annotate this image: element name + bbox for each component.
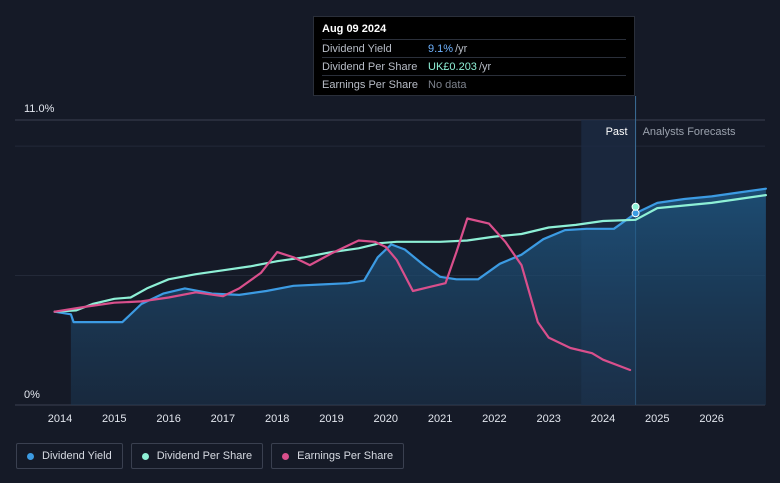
- markers: [631, 202, 640, 218]
- tooltip-date: Aug 09 2024: [322, 23, 387, 35]
- tooltip-value: UK£0.203: [428, 60, 477, 73]
- series-line-earnings-per-share: [53, 217, 632, 372]
- x-tick-label: 2026: [699, 413, 723, 425]
- marker-dividend-per-share: [631, 202, 640, 211]
- dividend-yield-area-fill: [70, 188, 766, 405]
- series-line-dividend-per-share: [53, 194, 767, 313]
- legend-dot-icon: [282, 452, 290, 460]
- tooltip-row-dividend-yield: Dividend Yield 9.1% /yr: [322, 39, 626, 57]
- tooltip-label: Dividend Yield: [322, 42, 392, 55]
- tooltip-unit: /yr: [455, 42, 468, 55]
- dividend-yield-area: [70, 188, 766, 405]
- tooltip-row-dividend-per-share: Dividend Per Share UK£0.203 /yr: [322, 57, 626, 75]
- legend-label: Earnings Per Share: [297, 450, 394, 462]
- x-tick-label: 2025: [645, 413, 669, 425]
- axis-labels: 11.0% 0% 2014 2015 2016 2017 2018 2019 2020 2021 2…: [24, 103, 736, 425]
- legend-label: Dividend Per Share: [156, 450, 253, 462]
- x-tick-label: 2024: [591, 413, 615, 425]
- x-tick-label: 2019: [319, 413, 343, 425]
- forecast-region-label: Analysts Forecasts: [643, 126, 736, 138]
- legend-item-dividend-yield[interactable]: Dividend Yield: [16, 443, 123, 469]
- legend: Dividend Yield Dividend Per Share Earnin…: [16, 443, 405, 469]
- series-lines: [53, 187, 767, 372]
- past-region-label: Past: [606, 126, 628, 138]
- x-tick-label: 2015: [102, 413, 126, 425]
- x-tick-label: 2018: [265, 413, 289, 425]
- x-tick-label: 2022: [482, 413, 506, 425]
- legend-item-dividend-per-share[interactable]: Dividend Per Share: [130, 443, 264, 469]
- tooltip-value: 9.1%: [428, 42, 454, 55]
- tooltip-unit: /yr: [478, 60, 492, 73]
- x-tick-label: 2014: [48, 413, 72, 425]
- y-axis-top-label: 11.0%: [24, 103, 55, 115]
- marker-dividend-yield: [631, 209, 640, 218]
- x-tick-label: 2016: [156, 413, 180, 425]
- x-tick-label: 2021: [428, 413, 452, 425]
- tooltip: Aug 09 2024 Dividend Yield 9.1% /yr Divi…: [313, 16, 635, 96]
- legend-item-earnings-per-share[interactable]: Earnings Per Share: [271, 443, 405, 469]
- legend-label: Dividend Yield: [42, 450, 112, 462]
- x-tick-label: 2020: [374, 413, 398, 425]
- x-tick-label: 2017: [211, 413, 235, 425]
- legend-dot-icon: [27, 452, 34, 460]
- legend-dot-icon: [141, 452, 149, 460]
- y-axis-bottom-label: 0%: [24, 389, 40, 401]
- tooltip-label: Earnings Per Share: [322, 78, 418, 91]
- tooltip-row-earnings-per-share: Earnings Per Share No data: [322, 75, 626, 93]
- tooltip-value: No data: [428, 78, 467, 91]
- x-tick-label: 2023: [536, 413, 560, 425]
- tooltip-label: Dividend Per Share: [322, 60, 418, 73]
